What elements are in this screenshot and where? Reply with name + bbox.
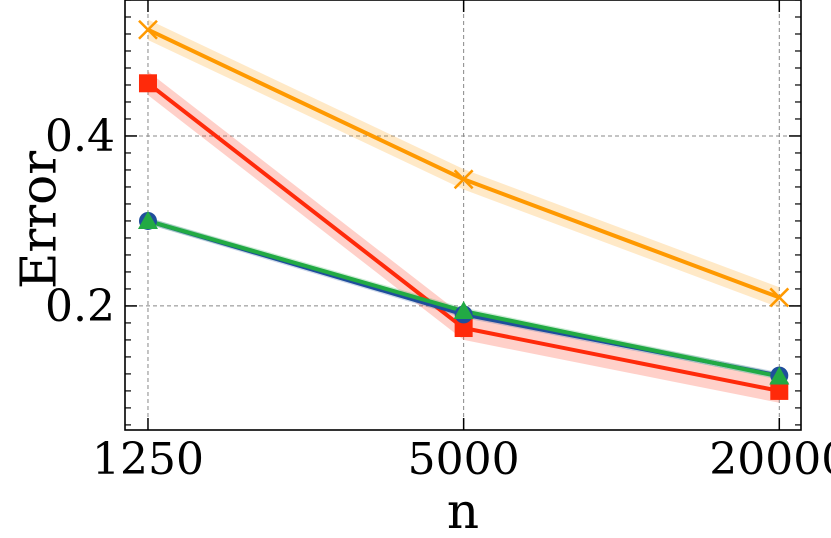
data-point-square-marker [138,74,157,93]
data-point-x-marker [769,287,790,308]
data-point-square-marker [770,381,789,400]
axis-ticks [125,0,801,430]
y-tick-label: 0.4 [45,111,115,162]
data-point-x-marker [453,169,474,190]
data-point-triangle-marker [769,366,790,385]
data-point-triangle-marker [137,210,158,229]
y-tick-label: 0.2 [45,281,115,332]
y-tick-labels: 0.2 0.4 [45,111,115,332]
series-band [147,19,780,308]
series-markers [137,19,790,400]
x-tick-label: 5000 [408,434,520,485]
data-point-square-marker [454,319,473,338]
data-point-x-marker [138,19,158,40]
data-point-triangle-marker [453,301,474,320]
x-axis-label: n [447,482,479,538]
y-axis-label: Error [10,151,68,289]
x-tick-label: 1250 [92,434,204,485]
